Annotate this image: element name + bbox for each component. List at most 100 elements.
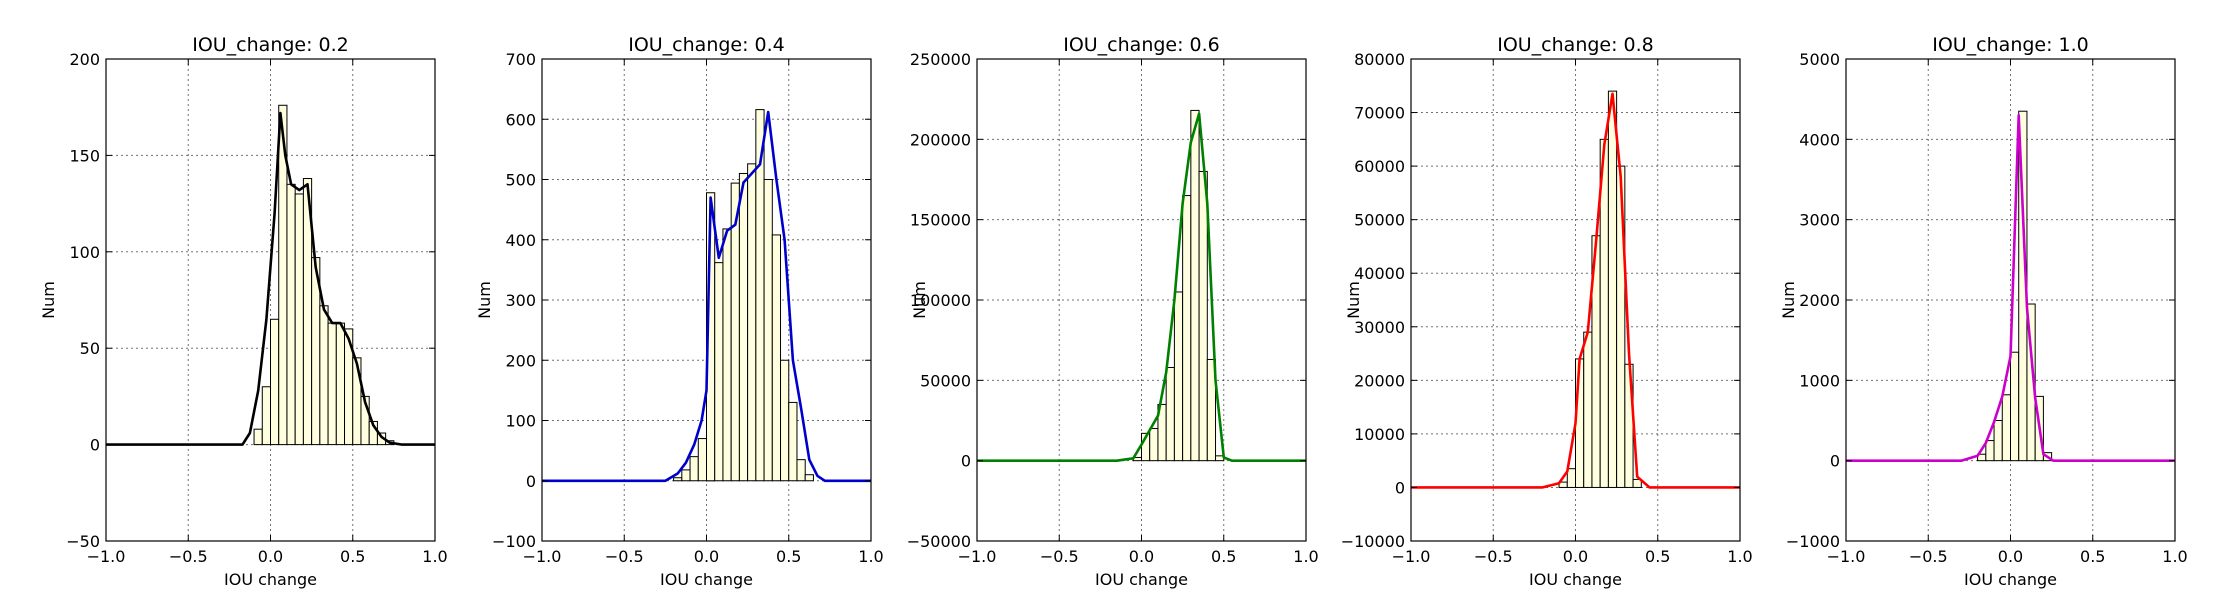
y-tick-label: 80000 <box>1354 50 1405 69</box>
y-axis-label: Num <box>1779 281 1798 319</box>
y-tick-label: 20000 <box>1354 371 1405 390</box>
histogram-bar-5 <box>2010 351 2020 462</box>
y-axis-label: Num <box>1344 281 1363 319</box>
x-tick-label: −0.5 <box>169 547 208 566</box>
histogram-bar-6 <box>286 183 296 446</box>
histogram-bar-12 <box>335 322 346 446</box>
histogram-bar-8 <box>1190 109 1200 462</box>
y-tick-label: 600 <box>505 110 536 129</box>
histogram-bar-18 <box>804 474 814 482</box>
x-tick-label: −1.0 <box>523 547 562 566</box>
y-tick-label: 200 <box>505 351 536 370</box>
distribution-curve <box>106 111 435 446</box>
x-tick-label: −0.5 <box>1474 547 1513 566</box>
histogram-bar-3 <box>1149 428 1159 462</box>
y-tick-label: 40000 <box>1354 264 1405 283</box>
y-tick-label: 50 <box>80 339 100 358</box>
y-tick-label: 70000 <box>1354 104 1405 123</box>
histogram-bar-11 <box>327 322 337 446</box>
y-axis-label: Num <box>475 281 494 319</box>
distribution-curve <box>1846 113 2175 462</box>
histogram-bar-7 <box>1607 90 1618 488</box>
distribution-curve <box>1411 92 1740 489</box>
y-tick-label: 150 <box>69 146 100 165</box>
histogram-bar-4 <box>270 318 280 446</box>
x-axis-label: IOU change <box>1529 570 1622 589</box>
y-tick-label: −50000 <box>907 532 971 551</box>
x-tick-label: 0.0 <box>1998 547 2023 566</box>
x-tick-label: 0.0 <box>694 547 719 566</box>
y-axis-label: Num <box>910 281 929 319</box>
y-tick-label: −1000 <box>1786 532 1840 551</box>
y-tick-label: 0 <box>1830 452 1840 471</box>
histogram-bar-9 <box>1198 170 1208 462</box>
x-tick-label: 1.0 <box>858 547 883 566</box>
x-axis-label: IOU change <box>660 570 753 589</box>
histogram-bar-7 <box>2026 303 2036 462</box>
x-tick-label: 0.0 <box>1129 547 1154 566</box>
y-tick-label: 3000 <box>1799 211 1840 230</box>
histogram-bar-7 <box>1182 195 1192 462</box>
y-tick-label: 200000 <box>910 130 971 149</box>
chart-title: IOU_change: 0.4 <box>628 34 785 56</box>
x-tick-label: −1.0 <box>87 547 126 566</box>
x-tick-label: 1.0 <box>1727 547 1752 566</box>
histogram-bar-4 <box>697 438 708 482</box>
histogram-bar-7 <box>294 193 304 446</box>
y-tick-label: 0 <box>961 452 971 471</box>
chart-panel-1: −1.0 −0.5 0.0 0.5 1.0 −50 0 50 100 150 200 IOU_chan… <box>39 34 448 589</box>
y-tick-label: −50 <box>66 532 100 551</box>
y-tick-label: −10000 <box>1341 532 1405 551</box>
x-tick-label: −1.0 <box>1827 547 1866 566</box>
y-tick-label: 500 <box>505 171 536 190</box>
histogram-bar-15 <box>780 359 790 482</box>
x-tick-label: 0.5 <box>1211 547 1236 566</box>
histogram-bar-10 <box>1206 358 1217 462</box>
distribution-curve <box>542 110 871 483</box>
y-tick-label: 50000 <box>1354 211 1405 230</box>
x-axis-label: IOU change <box>224 570 317 589</box>
y-tick-label: 30000 <box>1354 318 1405 337</box>
x-tick-label: 0.0 <box>258 547 283 566</box>
y-tick-label: 150000 <box>910 211 971 230</box>
histogram-bar-5 <box>1165 366 1175 462</box>
histogram-bar-10 <box>738 172 749 482</box>
chart-panel-4: −1.0 −0.5 0.0 0.5 1.0 −10000 0 10000 20000 30000 4… <box>1341 34 1753 589</box>
histogram-bar-14 <box>771 234 782 482</box>
distribution-curve <box>977 112 1306 462</box>
y-tick-label: 2000 <box>1799 291 1840 310</box>
histogram-bar-8 <box>722 228 732 482</box>
histogram-bar-10 <box>319 305 329 446</box>
histogram-bar-2 <box>253 428 263 446</box>
histogram-bar-6 <box>1173 291 1184 462</box>
histogram-bar-16 <box>788 401 798 482</box>
y-tick-label: 60000 <box>1354 157 1405 176</box>
y-tick-label: 100000 <box>910 291 971 310</box>
y-tick-label: −100 <box>492 532 536 551</box>
x-tick-label: 0.5 <box>1645 547 1670 566</box>
histogram-bar-13 <box>763 179 773 482</box>
histogram-bar-3 <box>689 456 699 482</box>
y-tick-label: 10000 <box>1354 425 1405 444</box>
histogram-bar-17 <box>796 459 806 482</box>
chart-panel-2: −1.0 −0.5 0.0 0.5 1.0 −100 0 100 200 300 400 500 600… <box>475 34 884 589</box>
histogram-bar-2 <box>681 469 691 482</box>
y-tick-label: 50000 <box>920 371 971 390</box>
x-axis-label: IOU change <box>1095 570 1188 589</box>
x-tick-label: −1.0 <box>1392 547 1431 566</box>
y-tick-label: 4000 <box>1799 130 1840 149</box>
x-tick-label: 1.0 <box>422 547 447 566</box>
x-tick-label: 0.5 <box>776 547 801 566</box>
x-tick-label: −1.0 <box>958 547 997 566</box>
y-tick-label: 700 <box>505 50 536 69</box>
x-tick-label: −0.5 <box>1909 547 1948 566</box>
histogram-bar-11 <box>747 163 757 482</box>
histogram-bar-1 <box>673 477 683 482</box>
x-tick-label: 1.0 <box>1293 547 1318 566</box>
chart-title: IOU_change: 0.8 <box>1497 34 1654 56</box>
x-axis-label: IOU change <box>1964 570 2057 589</box>
y-tick-label: 400 <box>505 231 536 250</box>
histogram-bar-2 <box>1985 440 1995 462</box>
histogram-bar-7 <box>714 262 724 482</box>
